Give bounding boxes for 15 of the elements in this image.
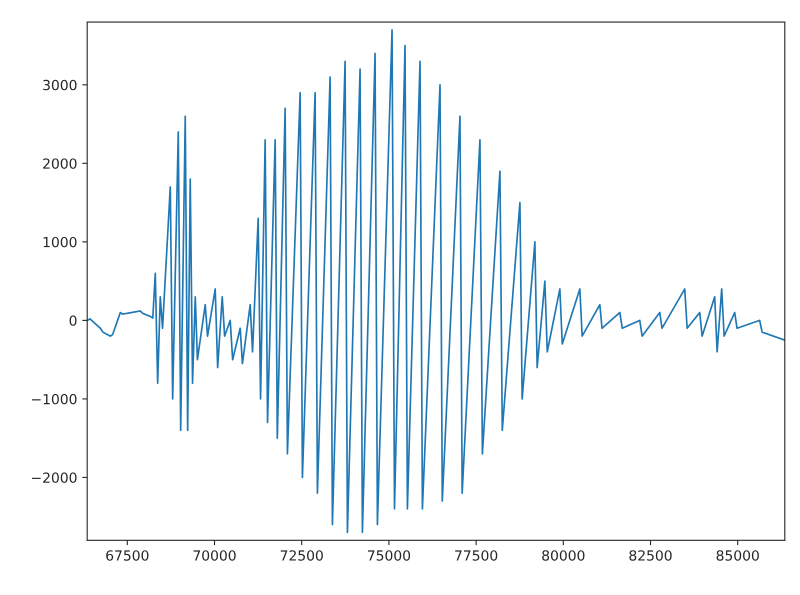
x-tick-label: 77500: [455, 550, 498, 561]
line-series: [87, 29, 785, 534]
y-tick-label: −2000: [32, 472, 77, 483]
y-tick-label: 3000: [43, 80, 77, 90]
y-tick-label: 0: [70, 315, 77, 326]
x-tick-label: 72500: [280, 550, 323, 561]
y-tick-label: 1000: [44, 236, 77, 248]
x-tick-label: 67500: [106, 550, 148, 561]
x-tick-label: 70000: [194, 550, 236, 561]
x-tick-label: 85000: [716, 550, 759, 561]
y-tick-label: −1000: [32, 394, 77, 404]
y-tick-label: 2000: [43, 158, 77, 169]
x-tick-label: 75000: [368, 550, 410, 561]
x-tick-label: 82500: [629, 550, 672, 561]
x-tick-label: 80000: [542, 550, 584, 561]
